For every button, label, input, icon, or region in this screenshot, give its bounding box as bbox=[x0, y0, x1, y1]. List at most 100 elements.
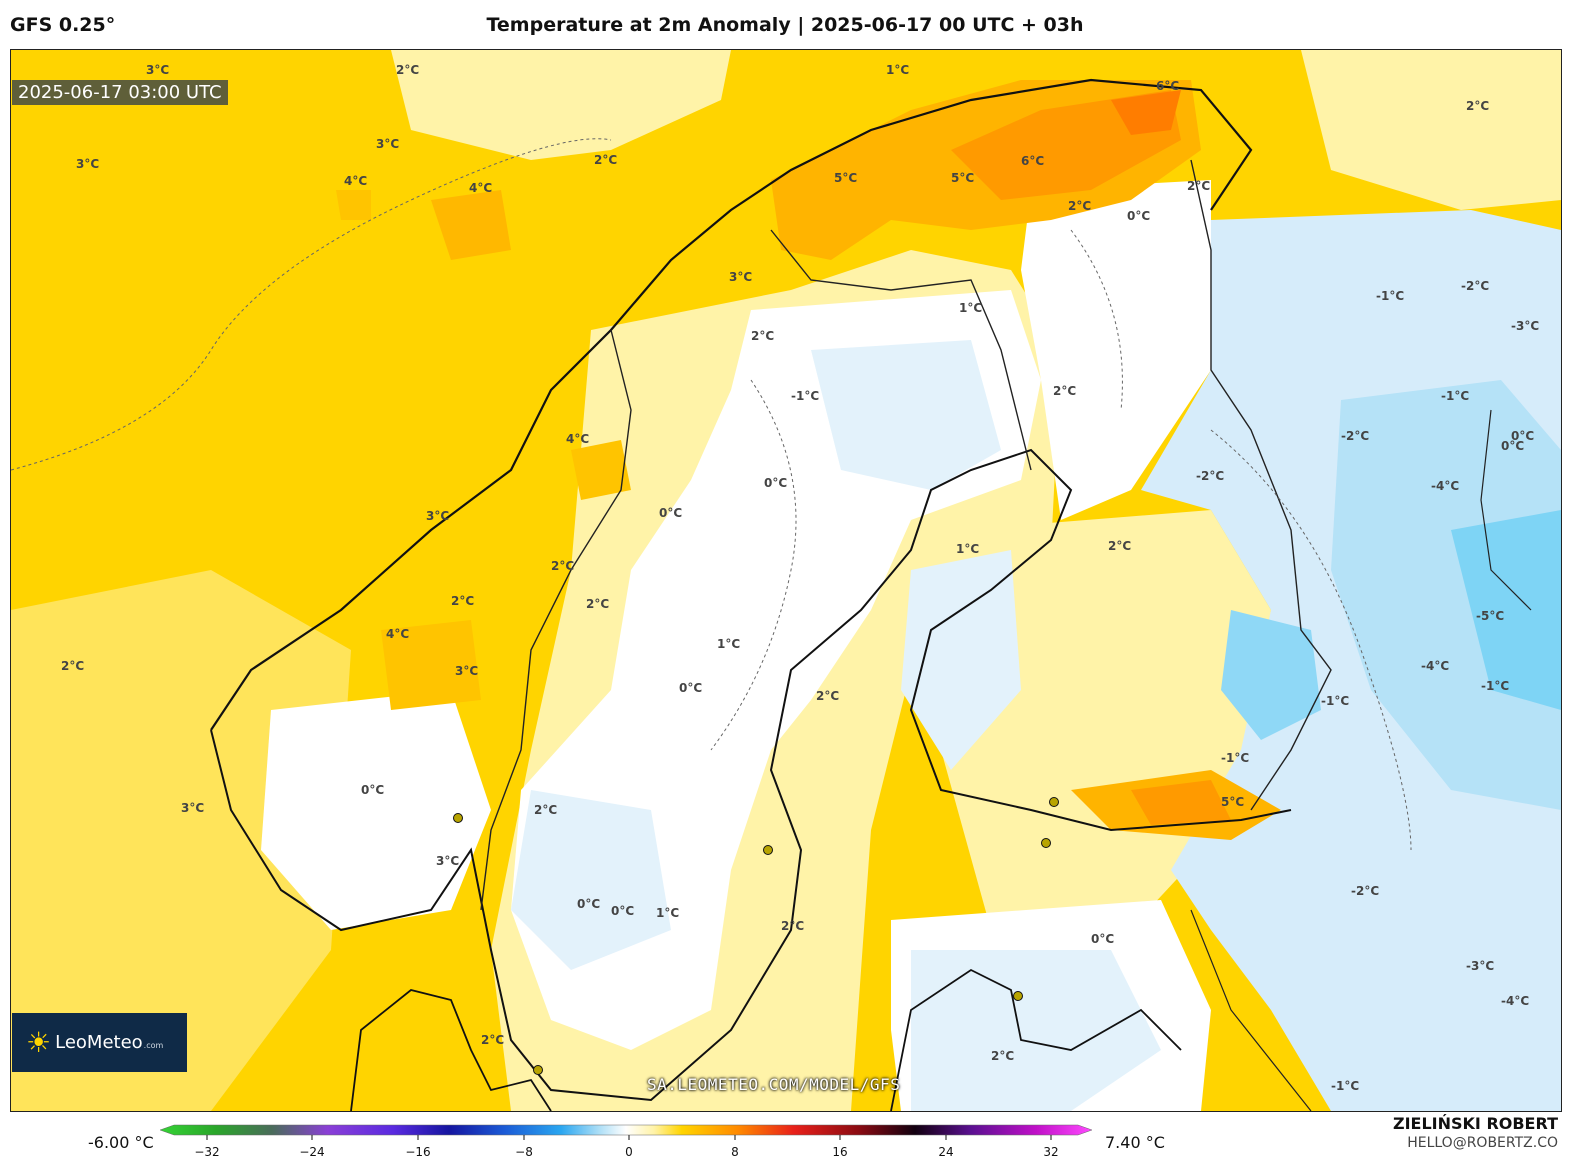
coastline bbox=[350, 989, 552, 1111]
colorbar: −32 −24 −16 −8 0 8 16 24 32 bbox=[160, 1124, 1093, 1159]
city-marker bbox=[763, 845, 773, 855]
contour-label: -2°C bbox=[1461, 279, 1489, 293]
pale-warm-area bbox=[11, 570, 351, 1111]
contour-label: 2°C bbox=[991, 1049, 1014, 1063]
cool-area bbox=[911, 950, 1161, 1111]
contour-label: 2°C bbox=[586, 597, 609, 611]
city-marker bbox=[1049, 797, 1059, 807]
contour-label: -4°C bbox=[1431, 479, 1459, 493]
contour-label: -3°C bbox=[1511, 319, 1539, 333]
contour-label: 2°C bbox=[551, 559, 574, 573]
cool-area bbox=[811, 340, 1001, 490]
contour-label: 0°C bbox=[764, 476, 787, 490]
warm-blob bbox=[571, 440, 631, 500]
contour-label: 2°C bbox=[451, 594, 474, 608]
colorbar-tick: −24 bbox=[299, 1145, 324, 1159]
sun-icon: ☀ bbox=[26, 1025, 52, 1059]
contour-label: 4°C bbox=[566, 432, 589, 446]
contour-label: 0°C bbox=[1501, 439, 1524, 453]
contour-label: 0°C bbox=[1127, 209, 1150, 223]
contour-label: 2°C bbox=[594, 153, 617, 167]
city-marker bbox=[1013, 991, 1023, 1001]
city-marker bbox=[1041, 838, 1051, 848]
contour-label: -3°C bbox=[1466, 959, 1494, 973]
contour-label: 3°C bbox=[76, 157, 99, 171]
contour-label: 1°C bbox=[959, 301, 982, 315]
orange-area bbox=[1111, 90, 1181, 135]
coastline bbox=[890, 968, 1182, 1111]
contour-label: 2°C bbox=[816, 689, 839, 703]
cool-area bbox=[511, 790, 671, 970]
cold-area bbox=[1331, 380, 1561, 810]
contour-label: -1°C bbox=[1221, 751, 1249, 765]
border bbox=[480, 329, 632, 911]
source-watermark: SA.LEOMETEO.COM/MODEL/GFS bbox=[647, 1075, 901, 1094]
border bbox=[1190, 159, 1332, 811]
contour-line bbox=[1210, 429, 1412, 851]
cool-area bbox=[901, 550, 1021, 770]
city-marker bbox=[453, 813, 463, 823]
contour-label: 0°C bbox=[577, 897, 600, 911]
contour-label: 3°C bbox=[426, 509, 449, 523]
orange-area bbox=[1131, 780, 1231, 825]
contour-label: 0°C bbox=[1511, 429, 1534, 443]
contour-label: 0°C bbox=[361, 783, 384, 797]
leometeo-logo[interactable]: ☀ LeoMeteo .com bbox=[12, 1013, 187, 1072]
colorbar-ticks: −32 −24 −16 −8 0 8 16 24 32 bbox=[194, 1135, 1059, 1159]
chart-title: Temperature at 2m Anomaly | 2025-06-17 0… bbox=[486, 14, 1084, 36]
coastline bbox=[210, 448, 1292, 1102]
anomaly-map: 3°C 2°C 1°C 2°C 3°C 4°C 4°C 2°C 3°C 6°C … bbox=[11, 50, 1561, 1111]
contour-label: -2°C bbox=[1196, 469, 1224, 483]
contour-label: 4°C bbox=[469, 181, 492, 195]
contour-label: 2°C bbox=[396, 63, 419, 77]
contour-label: 3°C bbox=[376, 137, 399, 151]
contour-label: 1°C bbox=[717, 637, 740, 651]
contour-label: 2°C bbox=[534, 803, 557, 817]
colorbar-tick: 32 bbox=[1043, 1145, 1058, 1159]
pale-warm-area bbox=[391, 50, 731, 160]
model-name: GFS 0.25° bbox=[10, 14, 116, 36]
contour-line bbox=[710, 379, 797, 751]
contour-label: 1°C bbox=[956, 542, 979, 556]
contour-label: 2°C bbox=[1053, 384, 1076, 398]
contour-label: -5°C bbox=[1476, 609, 1504, 623]
contour-label: -1°C bbox=[1321, 694, 1349, 708]
map-panel[interactable]: 3°C 2°C 1°C 2°C 3°C 4°C 4°C 2°C 3°C 6°C … bbox=[10, 49, 1562, 1112]
colorbar-tick: 0 bbox=[625, 1145, 633, 1159]
contour-label: 1°C bbox=[656, 906, 679, 920]
city-marker bbox=[533, 1065, 543, 1075]
border bbox=[1190, 909, 1312, 1111]
author-email[interactable]: HELLO@ROBERTZ.CO bbox=[1407, 1135, 1558, 1151]
colorbar-tick: −8 bbox=[515, 1145, 533, 1159]
author-name: ZIELIŃSKI ROBERT bbox=[1392, 1114, 1558, 1133]
warm-blob bbox=[381, 620, 481, 710]
logo-domain: .com bbox=[143, 1041, 164, 1050]
contour-label: -2°C bbox=[1341, 429, 1369, 443]
contour-label: 2°C bbox=[1466, 99, 1489, 113]
neutral-area bbox=[261, 690, 491, 930]
contour-label: 2°C bbox=[481, 1033, 504, 1047]
colorbar-tick: 16 bbox=[832, 1145, 847, 1159]
contour-label: 3°C bbox=[146, 63, 169, 77]
contour-label: -1°C bbox=[1441, 389, 1469, 403]
contour-label: 2°C bbox=[61, 659, 84, 673]
warm-blob bbox=[431, 190, 511, 260]
contour-label: 2°C bbox=[1068, 199, 1091, 213]
contour-label: 3°C bbox=[455, 664, 478, 678]
contour-label: 4°C bbox=[386, 627, 409, 641]
timestamp-label: 2025-06-17 03:00 UTC bbox=[12, 80, 228, 105]
contour-label: 0°C bbox=[659, 506, 682, 520]
contour-label: -1°C bbox=[1376, 289, 1404, 303]
contour-label: 0°C bbox=[1091, 932, 1114, 946]
cold-area bbox=[1451, 510, 1561, 710]
contour-label: 2°C bbox=[1108, 539, 1131, 553]
logo-name: LeoMeteo bbox=[55, 1032, 143, 1053]
contour-label: 2°C bbox=[1187, 179, 1210, 193]
pale-warm-area bbox=[1301, 50, 1561, 210]
contour-label: 3°C bbox=[729, 270, 752, 284]
contour-label: 3°C bbox=[181, 801, 204, 815]
contour-label: 6°C bbox=[1021, 154, 1044, 168]
colorbar-tick: −32 bbox=[194, 1145, 219, 1159]
neutral-area bbox=[1021, 180, 1211, 520]
contour-label: 4°C bbox=[344, 174, 367, 188]
